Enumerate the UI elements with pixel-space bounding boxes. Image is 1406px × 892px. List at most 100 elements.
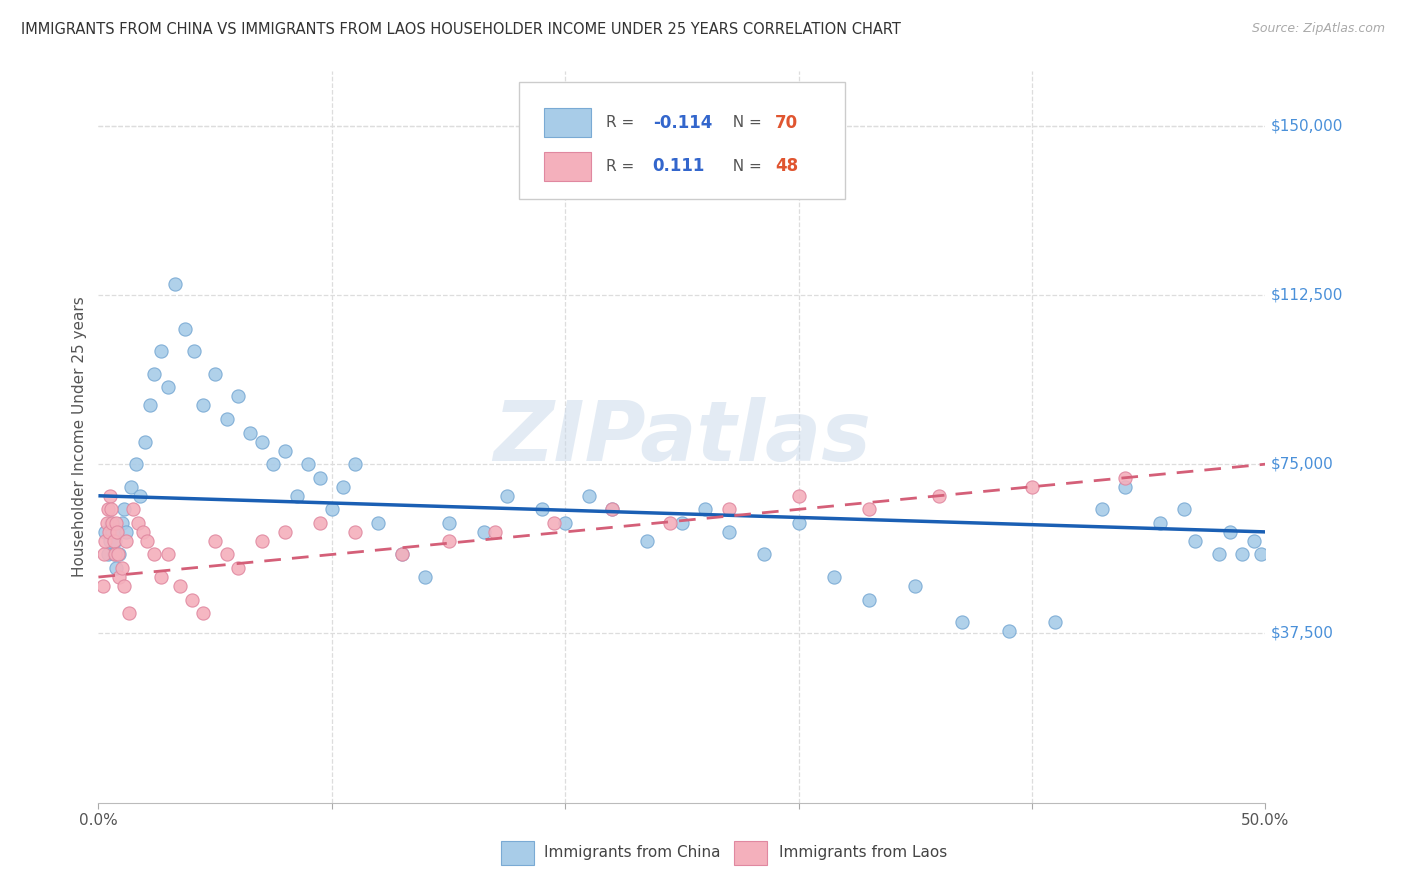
Point	[180, 592, 202, 607]
Point	[98, 533, 121, 548]
Point	[134, 434, 156, 449]
Point	[262, 457, 284, 471]
Point	[321, 502, 343, 516]
Point	[204, 367, 226, 381]
Point	[928, 489, 950, 503]
Point	[496, 489, 519, 503]
Point	[91, 579, 114, 593]
Point	[120, 480, 142, 494]
Point	[104, 548, 127, 562]
Point	[105, 524, 128, 539]
Point	[413, 570, 436, 584]
Point	[858, 502, 880, 516]
Point	[94, 533, 117, 548]
Point	[104, 533, 127, 548]
Text: $37,500: $37,500	[1271, 626, 1334, 641]
Point	[1114, 480, 1136, 494]
Point	[274, 443, 297, 458]
Point	[132, 524, 155, 539]
Bar	[544, 152, 591, 181]
Point	[150, 570, 173, 584]
Point	[250, 434, 273, 449]
Point	[344, 457, 367, 471]
Point	[105, 524, 128, 539]
Point	[472, 524, 495, 539]
Point	[97, 548, 120, 562]
Point	[1021, 480, 1043, 494]
Point	[127, 516, 149, 530]
Point	[104, 561, 127, 575]
Point	[239, 425, 262, 440]
Point	[437, 516, 460, 530]
Text: $112,500: $112,500	[1271, 287, 1344, 302]
Y-axis label: Householder Income Under 25 years: Householder Income Under 25 years	[72, 297, 87, 577]
Point	[309, 471, 332, 485]
Point	[823, 570, 845, 584]
Text: $150,000: $150,000	[1271, 118, 1344, 133]
Point	[1149, 516, 1171, 530]
FancyBboxPatch shape	[519, 82, 845, 200]
Point	[787, 489, 810, 503]
Point	[274, 524, 297, 539]
Point	[173, 322, 195, 336]
Point	[94, 524, 117, 539]
Point	[1250, 548, 1272, 562]
Point	[484, 524, 506, 539]
Point	[193, 399, 215, 413]
Point	[309, 516, 332, 530]
Point	[636, 533, 658, 548]
Point	[1045, 615, 1067, 630]
Point	[97, 502, 120, 516]
Point	[104, 516, 127, 530]
Point	[100, 502, 122, 516]
Point	[717, 502, 740, 516]
Point	[169, 579, 191, 593]
Point	[97, 524, 120, 539]
Point	[858, 592, 880, 607]
Point	[122, 502, 145, 516]
Point	[659, 516, 682, 530]
Text: $75,000: $75,000	[1271, 457, 1334, 472]
Point	[543, 516, 565, 530]
Point	[129, 489, 152, 503]
Point	[600, 502, 623, 516]
Point	[136, 533, 159, 548]
Point	[1173, 502, 1195, 516]
Point	[437, 533, 460, 548]
Point	[143, 367, 166, 381]
Bar	[544, 108, 591, 137]
Point	[111, 516, 134, 530]
Point	[904, 579, 927, 593]
Text: N =: N =	[723, 115, 766, 130]
Text: ZIPatlas: ZIPatlas	[494, 397, 870, 477]
Point	[101, 516, 124, 530]
Point	[1243, 533, 1265, 548]
Point	[157, 380, 180, 394]
Point	[950, 615, 973, 630]
Text: R =: R =	[606, 115, 640, 130]
Point	[193, 606, 215, 620]
Point	[100, 516, 122, 530]
Point	[530, 502, 553, 516]
Point	[997, 624, 1019, 639]
Point	[111, 561, 134, 575]
Point	[150, 344, 173, 359]
Point	[695, 502, 717, 516]
Point	[1219, 524, 1241, 539]
Point	[115, 533, 138, 548]
Text: 48: 48	[775, 158, 799, 176]
Point	[367, 516, 389, 530]
Point	[1230, 548, 1253, 562]
Point	[554, 516, 576, 530]
Point	[118, 606, 141, 620]
Bar	[734, 841, 768, 865]
Point	[391, 548, 413, 562]
Text: N =: N =	[723, 159, 766, 174]
Point	[143, 548, 166, 562]
Point	[215, 412, 238, 426]
Point	[752, 548, 775, 562]
Point	[285, 489, 308, 503]
Text: IMMIGRANTS FROM CHINA VS IMMIGRANTS FROM LAOS HOUSEHOLDER INCOME UNDER 25 YEARS : IMMIGRANTS FROM CHINA VS IMMIGRANTS FROM…	[21, 22, 901, 37]
Point	[139, 399, 162, 413]
Point	[108, 570, 131, 584]
